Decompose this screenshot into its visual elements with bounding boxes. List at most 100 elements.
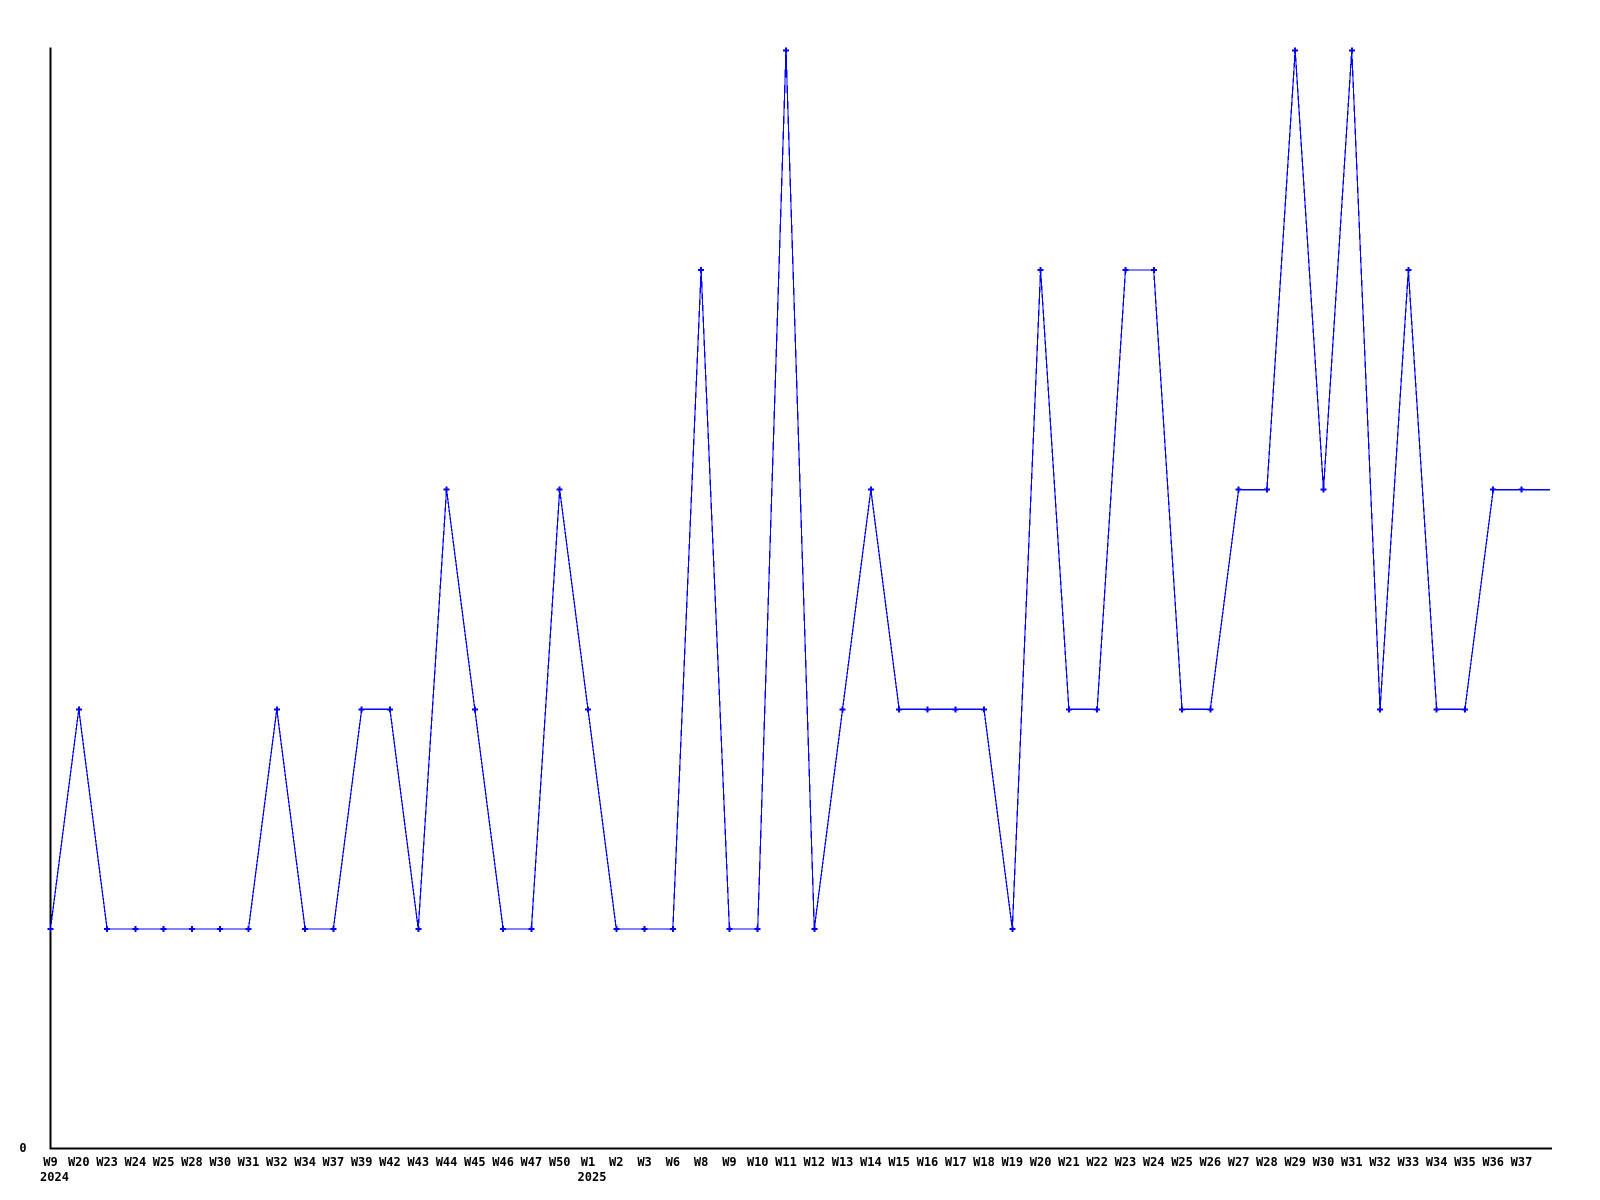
x-tick-label: W3 [637, 1155, 651, 1169]
x-tick-label: W22 [1086, 1155, 1108, 1169]
x-tick-label: W46 [492, 1155, 514, 1169]
x-tick-label: W33 [1398, 1155, 1420, 1169]
x-tick-label: W35 [1454, 1155, 1476, 1169]
x-tick-label: W23 [1115, 1155, 1137, 1169]
data-point-marker [952, 706, 959, 713]
data-point-marker [160, 925, 167, 932]
x-tick-label: W50 [549, 1155, 571, 1169]
data-point-marker [471, 706, 478, 713]
x-tick-label: W26 [1199, 1155, 1221, 1169]
x-tick-label: W15 [888, 1155, 910, 1169]
data-point-marker [1320, 486, 1327, 493]
data-point-marker [1377, 706, 1384, 713]
data-point-marker [1179, 706, 1186, 713]
data-point-marker [1433, 706, 1440, 713]
data-point-marker [188, 925, 195, 932]
x-tick-label: W34 [1426, 1155, 1448, 1169]
x-year-label: 2024 [40, 1170, 69, 1184]
data-point-marker [217, 925, 224, 932]
x-tick-label: W39 [351, 1155, 373, 1169]
x-tick-label: W24 [1143, 1155, 1165, 1169]
x-tick-label: W19 [1001, 1155, 1023, 1169]
x-tick-label: W37 [1511, 1155, 1533, 1169]
data-point-marker [783, 47, 789, 54]
x-tick-label: W6 [666, 1155, 680, 1169]
data-point-marker [330, 925, 337, 932]
data-point-marker [1150, 267, 1157, 274]
x-tick-label: W32 [1369, 1155, 1391, 1169]
data-point-marker [1518, 486, 1525, 493]
y-tick-label: 0 [19, 1141, 26, 1155]
data-point-marker [1235, 486, 1242, 493]
data-point-marker [358, 706, 365, 713]
data-point-marker [867, 486, 874, 493]
x-tick-label: W24 [125, 1155, 147, 1169]
data-point-marker [1461, 706, 1468, 713]
data-point-marker [415, 925, 422, 932]
x-tick-label: W45 [464, 1155, 486, 1169]
data-point-marker [1348, 47, 1355, 54]
x-tick-label: W9 [722, 1155, 736, 1169]
x-tick-label: W16 [917, 1155, 939, 1169]
x-tick-label: W27 [1228, 1155, 1250, 1169]
data-point-marker [132, 925, 139, 932]
data-point-marker [754, 925, 761, 932]
data-point-marker [1292, 47, 1299, 54]
x-tick-label: W28 [181, 1155, 203, 1169]
x-tick-label: W34 [294, 1155, 316, 1169]
data-point-marker [811, 925, 818, 932]
x-tick-label: W1 [581, 1155, 595, 1169]
data-point-marker [924, 706, 931, 713]
data-point-marker [528, 925, 535, 932]
data-point-marker [556, 486, 563, 493]
x-tick-label: W10 [747, 1155, 769, 1169]
x-tick-label: W14 [860, 1155, 882, 1169]
data-point-marker [839, 706, 846, 713]
data-point-marker [981, 706, 988, 713]
x-tick-label: W25 [1171, 1155, 1193, 1169]
data-point-marker [1207, 706, 1214, 713]
data-point-marker [104, 925, 111, 932]
x-tick-label: W11 [775, 1155, 797, 1169]
data-point-marker [669, 925, 676, 932]
data-point-marker [302, 925, 309, 932]
data-point-marker [75, 706, 82, 713]
data-point-marker [896, 706, 903, 713]
x-tick-label: W13 [832, 1155, 854, 1169]
x-tick-label: W2 [609, 1155, 623, 1169]
x-tick-label: W42 [379, 1155, 401, 1169]
x-tick-label: W17 [945, 1155, 967, 1169]
data-point-marker [1490, 486, 1497, 493]
x-tick-label: W8 [694, 1155, 708, 1169]
data-point-marker [1122, 267, 1129, 274]
data-point-marker [245, 925, 252, 932]
data-point-marker [584, 706, 591, 713]
data-point-marker [500, 925, 507, 932]
x-tick-label: W31 [238, 1155, 260, 1169]
x-tick-label: W23 [96, 1155, 118, 1169]
x-tick-label: W29 [1284, 1155, 1306, 1169]
x-tick-label: W9 [43, 1155, 57, 1169]
data-point-marker [1065, 706, 1072, 713]
x-tick-label: W37 [323, 1155, 345, 1169]
data-point-marker [1094, 706, 1101, 713]
data-point-marker [1405, 267, 1412, 274]
x-tick-label: W12 [803, 1155, 825, 1169]
data-point-marker [273, 706, 280, 713]
x-tick-label: W47 [521, 1155, 543, 1169]
x-tick-label: W20 [1030, 1155, 1052, 1169]
data-point-marker [47, 925, 54, 932]
data-point-marker [1263, 486, 1270, 493]
x-tick-label: W21 [1058, 1155, 1080, 1169]
x-tick-label: W25 [153, 1155, 175, 1169]
x-tick-label: W20 [68, 1155, 90, 1169]
x-tick-label: W30 [209, 1155, 231, 1169]
x-tick-label: W28 [1256, 1155, 1278, 1169]
data-point-marker [613, 925, 620, 932]
x-tick-label: W36 [1482, 1155, 1504, 1169]
x-year-label: 2025 [578, 1170, 607, 1184]
x-tick-label: W43 [407, 1155, 429, 1169]
data-point-marker [386, 706, 393, 713]
